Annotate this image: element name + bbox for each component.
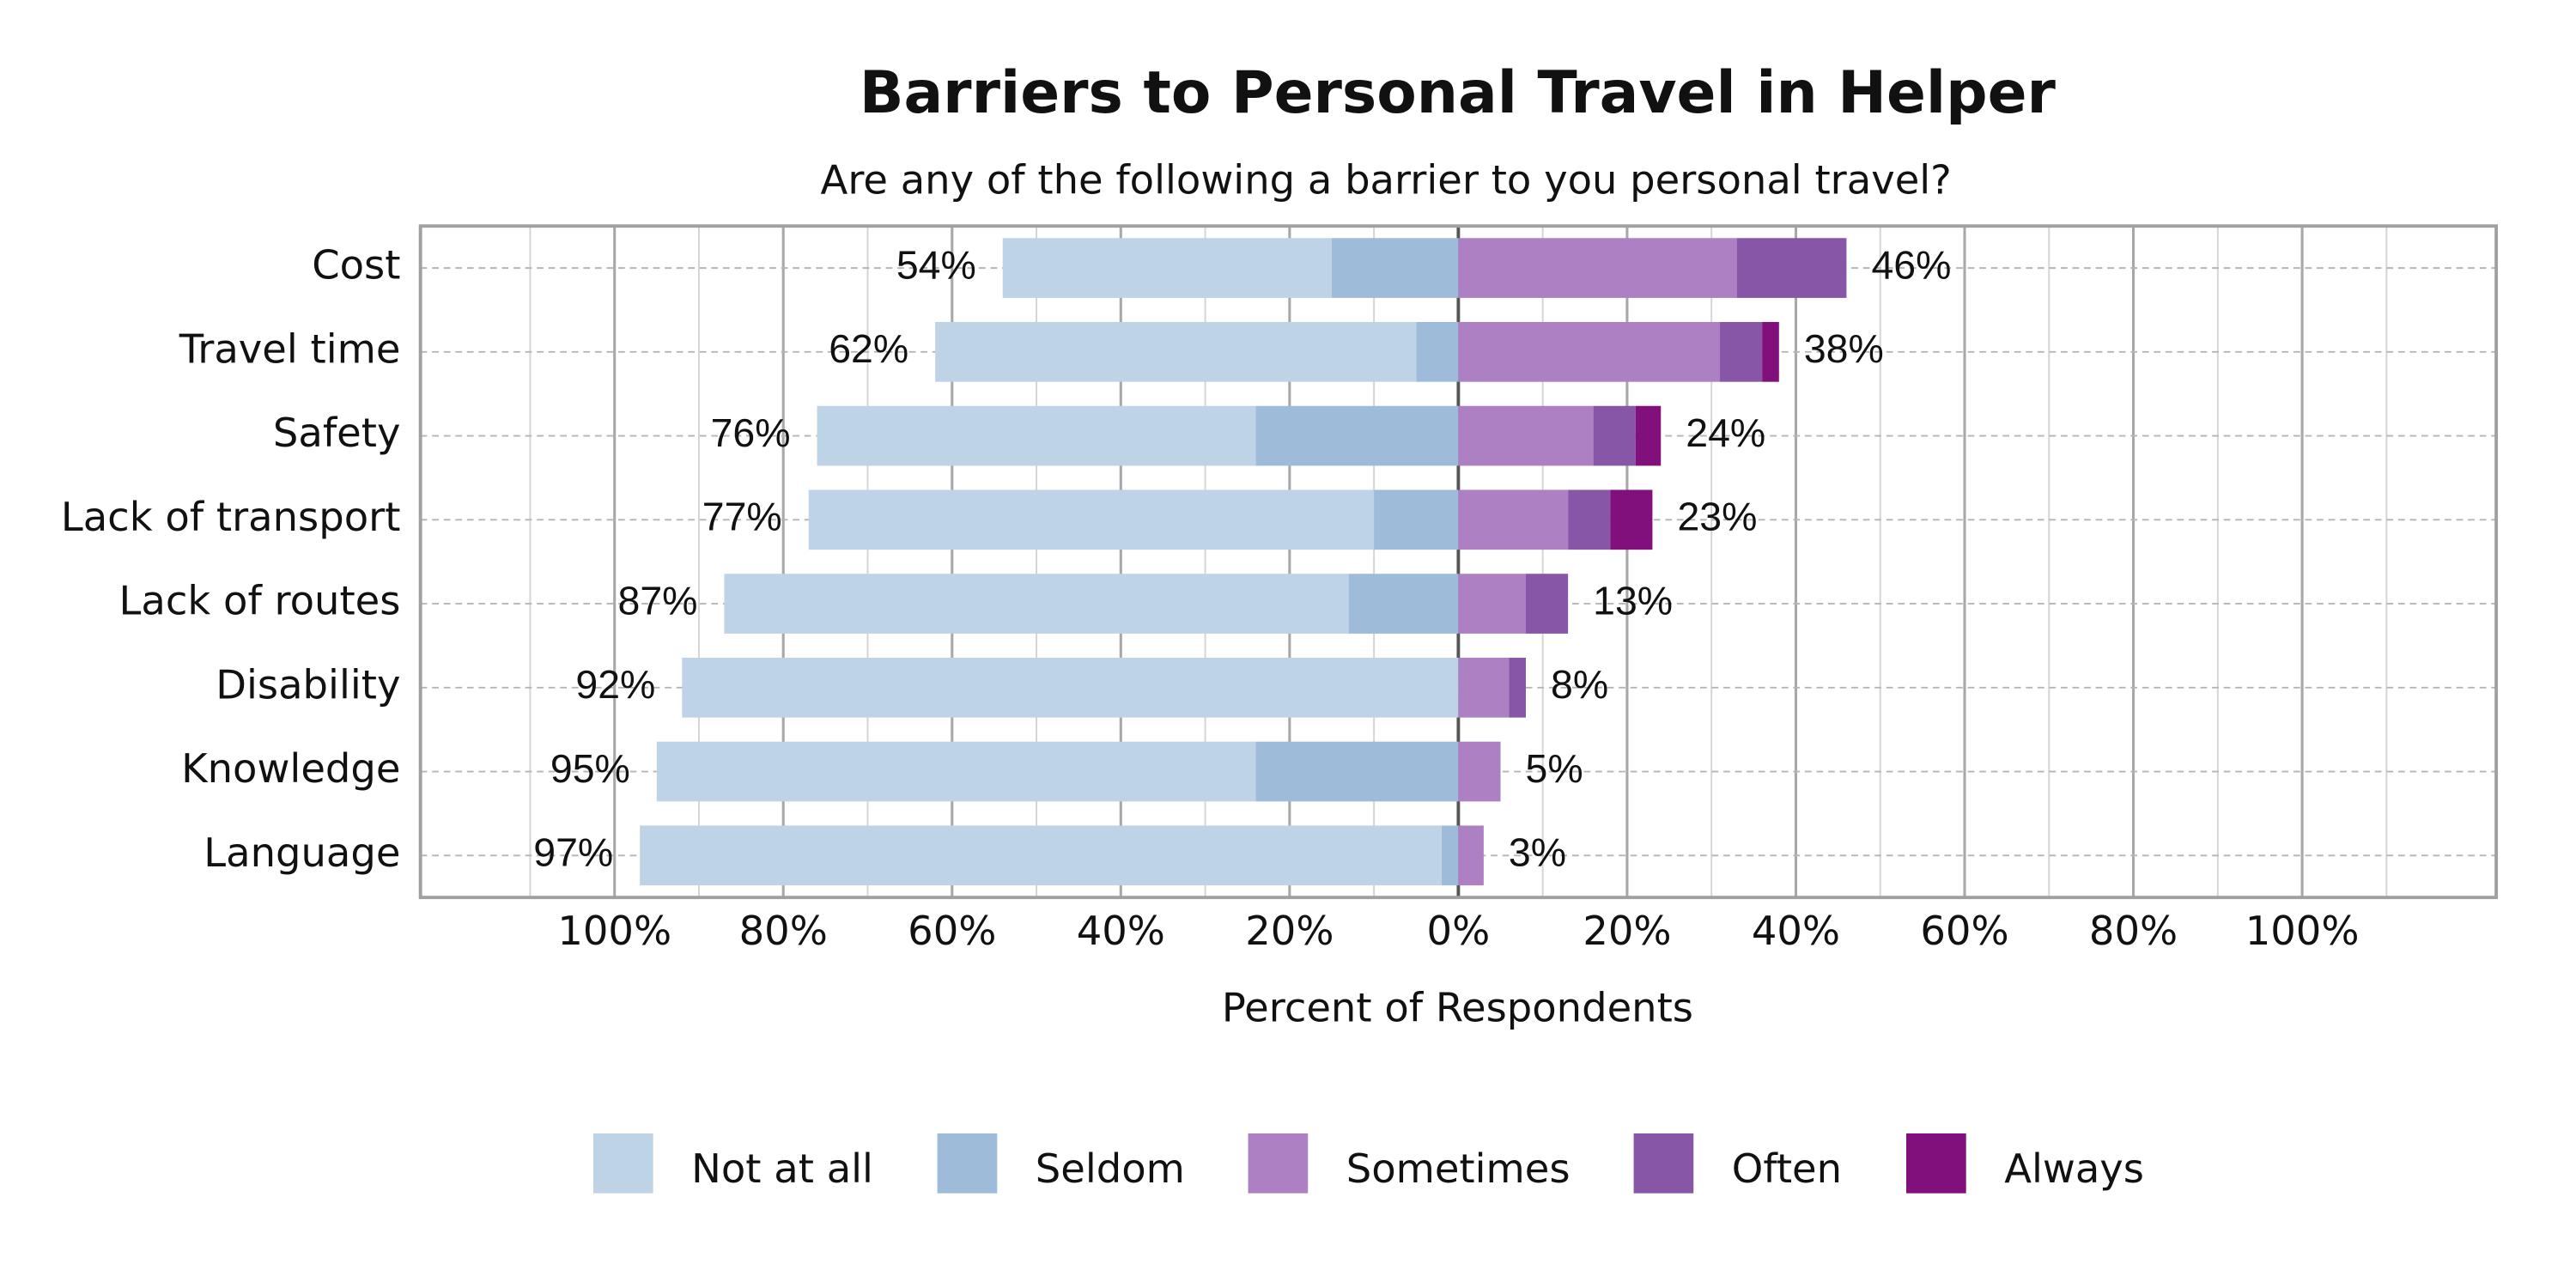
- value-label: 38%: [1804, 326, 1884, 371]
- y-tick-label: Language: [204, 829, 400, 876]
- value-label: 5%: [1526, 746, 1583, 791]
- x-tick-label: 60%: [908, 908, 996, 954]
- legend-label: Seldom: [1036, 1145, 1185, 1192]
- bar-segment: [1635, 405, 1662, 466]
- value-label: 92%: [575, 662, 655, 707]
- x-tick-label: 20%: [1245, 908, 1334, 954]
- bar-segment: [1458, 741, 1501, 802]
- bar-segment: [1002, 238, 1332, 298]
- value-label: 97%: [533, 830, 613, 875]
- chart-title: Barriers to Personal Travel in Helper: [860, 58, 2057, 126]
- y-tick-label: Cost: [312, 242, 400, 289]
- bar-segment: [1255, 741, 1459, 802]
- bar-segment: [682, 657, 1459, 718]
- value-label: 87%: [618, 578, 698, 623]
- bar-segment: [1526, 574, 1569, 634]
- bar-segment: [1568, 489, 1611, 550]
- x-tick-label: 40%: [1752, 908, 1840, 954]
- value-label: 62%: [829, 326, 908, 371]
- legend-label: Sometimes: [1346, 1145, 1571, 1192]
- value-label: 13%: [1593, 578, 1673, 623]
- y-tick-label: Lack of routes: [119, 578, 401, 624]
- value-label: 54%: [896, 242, 976, 287]
- bar-segment: [1458, 322, 1721, 382]
- y-tick-label: Disability: [216, 661, 400, 708]
- x-axis-label: Percent of Respondents: [1222, 984, 1693, 1030]
- legend-label: Not at all: [691, 1145, 873, 1192]
- legend-swatch: [1248, 1133, 1309, 1194]
- chart-subtitle: Are any of the following a barrier to yo…: [821, 156, 1952, 203]
- bar-segment: [1736, 238, 1847, 298]
- bar-segment: [1593, 405, 1636, 466]
- value-label: 24%: [1686, 410, 1765, 455]
- bar-segment: [817, 405, 1256, 466]
- legend-swatch: [1633, 1133, 1694, 1194]
- legend-label: Often: [1732, 1145, 1842, 1192]
- bar-segment: [1458, 405, 1594, 466]
- value-label: 3%: [1509, 830, 1566, 875]
- legend-label: Always: [2004, 1145, 2144, 1192]
- value-label: 46%: [1871, 242, 1951, 287]
- value-label: 8%: [1551, 662, 1608, 707]
- x-tick-label: 100%: [2245, 908, 2360, 954]
- y-tick-label: Knowledge: [181, 745, 400, 792]
- plot-frame: [418, 224, 2499, 900]
- bar-segment: [1458, 825, 1484, 886]
- y-tick-label: Travel time: [179, 325, 401, 372]
- x-tick-label: 80%: [2089, 908, 2178, 954]
- bar-segment: [724, 574, 1349, 634]
- bar-segment: [1458, 238, 1737, 298]
- bar-segment: [1255, 405, 1459, 466]
- bar-segment: [1610, 489, 1653, 550]
- bar-segment: [1331, 238, 1459, 298]
- x-tick-label: 0%: [1427, 908, 1491, 954]
- x-tick-label: 100%: [557, 908, 671, 954]
- legend-swatch: [937, 1133, 998, 1194]
- value-label: 76%: [711, 410, 791, 455]
- x-tick-label: 60%: [1920, 908, 2008, 954]
- y-tick-label: Safety: [273, 410, 401, 456]
- bar-segment: [1348, 574, 1459, 634]
- value-label: 23%: [1677, 495, 1757, 539]
- bar-segment: [656, 741, 1256, 802]
- bar-segment: [1762, 322, 1779, 382]
- bar-segment: [1441, 825, 1459, 886]
- x-tick-label: 80%: [739, 908, 828, 954]
- legend-swatch: [592, 1133, 653, 1194]
- bar-segment: [1416, 322, 1459, 382]
- bar-segment: [1720, 322, 1763, 382]
- bar-segment: [640, 825, 1442, 886]
- legend-swatch: [1906, 1133, 1966, 1194]
- value-label: 95%: [550, 746, 630, 791]
- x-tick-label: 20%: [1583, 908, 1671, 954]
- bar-segment: [935, 322, 1417, 382]
- x-tick-label: 40%: [1077, 908, 1165, 954]
- bar-segment: [1509, 657, 1527, 718]
- bar-segment: [1374, 489, 1459, 550]
- bar-segment: [1458, 489, 1569, 550]
- bar-segment: [1458, 574, 1527, 634]
- bar-segment: [808, 489, 1375, 550]
- y-tick-label: Lack of transport: [61, 494, 401, 540]
- value-label: 77%: [702, 495, 782, 539]
- bar-segment: [1458, 657, 1510, 718]
